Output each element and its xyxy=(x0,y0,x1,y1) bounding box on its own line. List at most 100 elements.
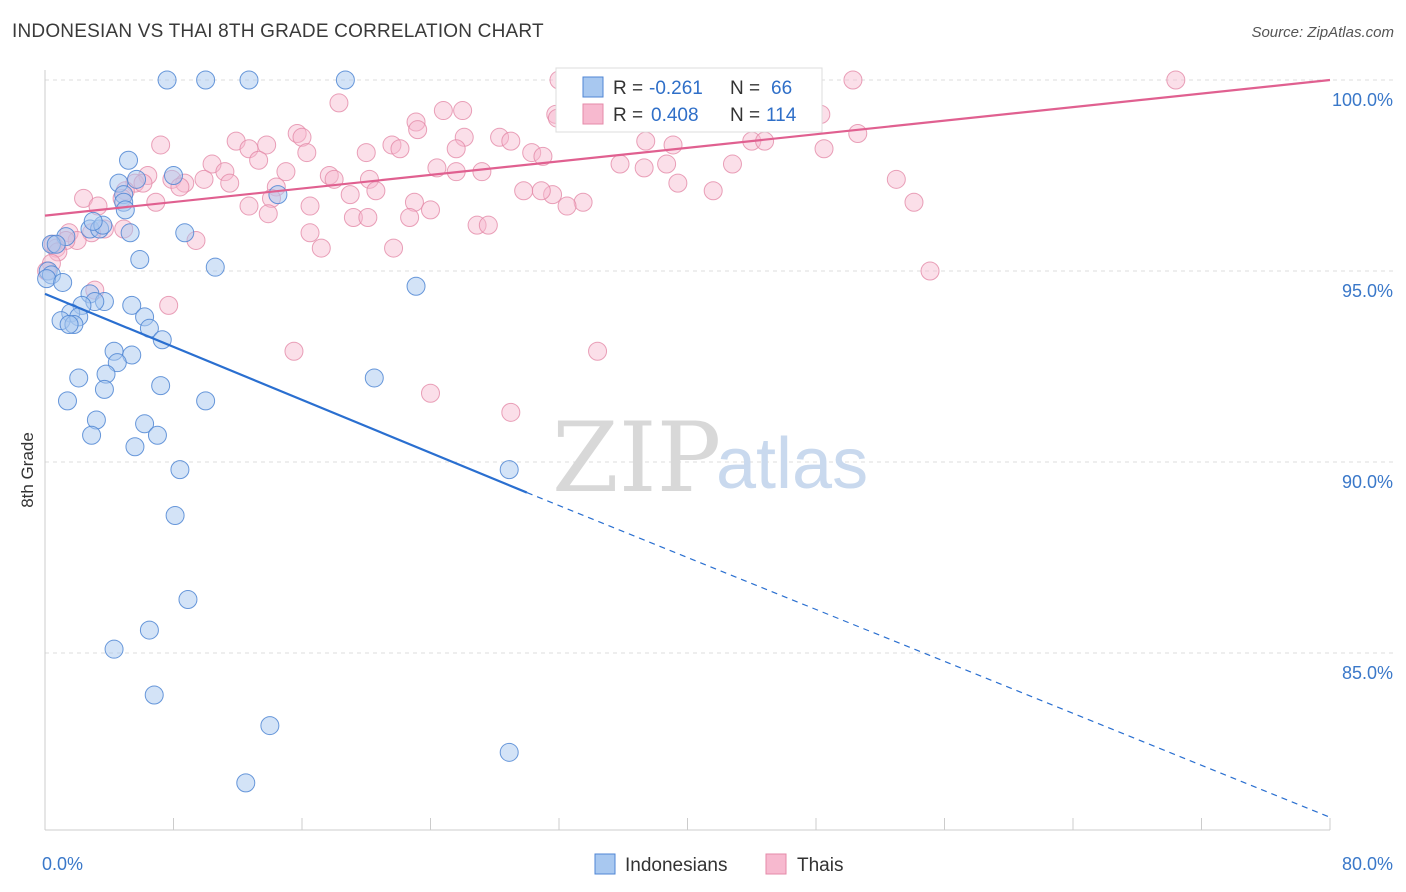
y-tick-labels: 100.0% 95.0% 90.0% 85.0% xyxy=(1332,90,1393,683)
chart-title: INDONESIAN VS THAI 8TH GRADE CORRELATION… xyxy=(12,21,544,42)
indonesians-point xyxy=(57,391,77,411)
indonesians-point xyxy=(364,368,384,388)
indonesians-point xyxy=(46,234,66,254)
thais-point xyxy=(194,169,214,189)
indonesians-point xyxy=(205,257,225,277)
indonesians-point xyxy=(120,223,140,243)
bottom-legend-indonesians: Indonesians xyxy=(625,855,727,876)
thais-point xyxy=(722,154,742,174)
correlation-legend: R = -0.261 N = 66 R = 0.408 N = 114 xyxy=(555,67,823,133)
thais-point xyxy=(311,238,331,258)
thais-point xyxy=(514,181,534,201)
thais-point xyxy=(904,192,924,212)
thais-point xyxy=(343,208,363,228)
thais-point xyxy=(151,135,171,155)
indonesians-point xyxy=(139,620,159,640)
thais-point xyxy=(400,208,420,228)
x-tick-labels: 0.0% 80.0% xyxy=(42,854,1393,874)
indonesians-point xyxy=(178,590,198,610)
legend-n-label-blue: N = xyxy=(730,78,760,99)
y-tick-label: 85.0% xyxy=(1342,663,1393,683)
indonesians-point xyxy=(115,200,135,220)
indonesians-point xyxy=(107,353,127,373)
indonesians-point xyxy=(53,272,73,292)
indonesians-point xyxy=(94,379,114,399)
thais-point xyxy=(501,131,521,151)
thais-point xyxy=(703,181,723,201)
indonesians-trend-line xyxy=(44,292,528,494)
series-legend: Indonesians Thais xyxy=(594,853,843,876)
indonesians-point xyxy=(69,368,89,388)
indonesians-point xyxy=(499,460,519,480)
indonesians-point xyxy=(335,70,355,90)
thais-point xyxy=(1166,70,1186,90)
thais-point xyxy=(522,143,542,163)
indonesians-point xyxy=(125,437,145,457)
legend-r-label-pink: R = xyxy=(613,105,643,126)
thais-point xyxy=(384,238,404,258)
indonesians-point xyxy=(165,505,185,525)
bottom-legend-thais: Thais xyxy=(797,855,843,876)
watermark-atlas: atlas xyxy=(716,424,868,504)
bottom-legend-swatch-thais xyxy=(765,853,787,875)
legend-r-value-pink: 0.408 xyxy=(651,105,699,126)
thais-point xyxy=(220,173,240,193)
thais-point xyxy=(573,192,593,212)
axes xyxy=(44,70,1331,831)
legend-n-label-pink: N = xyxy=(730,105,760,126)
thais-point xyxy=(636,131,656,151)
thais-point xyxy=(276,162,296,182)
thais-point xyxy=(557,196,577,216)
indonesians-point xyxy=(175,223,195,243)
legend-r-label-blue: R = xyxy=(613,78,643,99)
indonesians-point xyxy=(499,742,519,762)
indonesians-point xyxy=(104,639,124,659)
thais-point xyxy=(356,143,376,163)
thais-point xyxy=(453,101,473,121)
indonesians-point xyxy=(170,460,190,480)
bottom-legend-swatch-indonesians xyxy=(594,853,616,875)
thais-point xyxy=(406,112,426,132)
indonesians-point xyxy=(260,716,280,736)
thais-point xyxy=(421,383,440,403)
thais-point xyxy=(159,295,179,315)
x-tick-label: 0.0% xyxy=(42,854,83,874)
indonesians-point xyxy=(83,211,103,231)
thais-point xyxy=(501,402,521,422)
y-axis-label: 8th Grade xyxy=(18,432,37,508)
thais-point xyxy=(329,93,349,113)
indonesians-point xyxy=(82,425,102,445)
thais-point xyxy=(454,127,474,147)
indonesians-point xyxy=(59,314,79,334)
indonesians-point xyxy=(151,376,171,396)
thais-point xyxy=(239,196,259,216)
grid-lines xyxy=(45,79,1395,654)
thais-point xyxy=(668,173,688,193)
legend-n-value-pink: 114 xyxy=(766,105,797,126)
thais-point xyxy=(297,143,317,163)
thais-point xyxy=(663,135,683,155)
thais-point xyxy=(292,127,312,147)
thais-point xyxy=(588,341,608,361)
thais-point xyxy=(478,215,498,235)
thais-point xyxy=(657,154,677,174)
indonesians-point xyxy=(406,276,426,296)
watermark-zip: ZIP xyxy=(552,402,721,514)
thais-point xyxy=(543,185,563,205)
indonesians-point xyxy=(196,391,216,411)
indonesians-point xyxy=(268,185,288,205)
thais-point xyxy=(634,158,654,178)
thais-point xyxy=(531,181,551,201)
indonesians-point xyxy=(37,269,57,289)
legend-swatch-thais xyxy=(582,103,604,125)
thais-point xyxy=(843,70,863,90)
indonesians-point xyxy=(157,70,177,90)
x-tick-label: 80.0% xyxy=(1342,854,1393,874)
thais-point xyxy=(258,204,278,224)
indonesians-point xyxy=(147,425,167,445)
trend-lines xyxy=(44,78,1331,818)
thais-point xyxy=(366,181,386,201)
indonesians-point xyxy=(196,70,216,90)
thais-point xyxy=(446,139,466,159)
